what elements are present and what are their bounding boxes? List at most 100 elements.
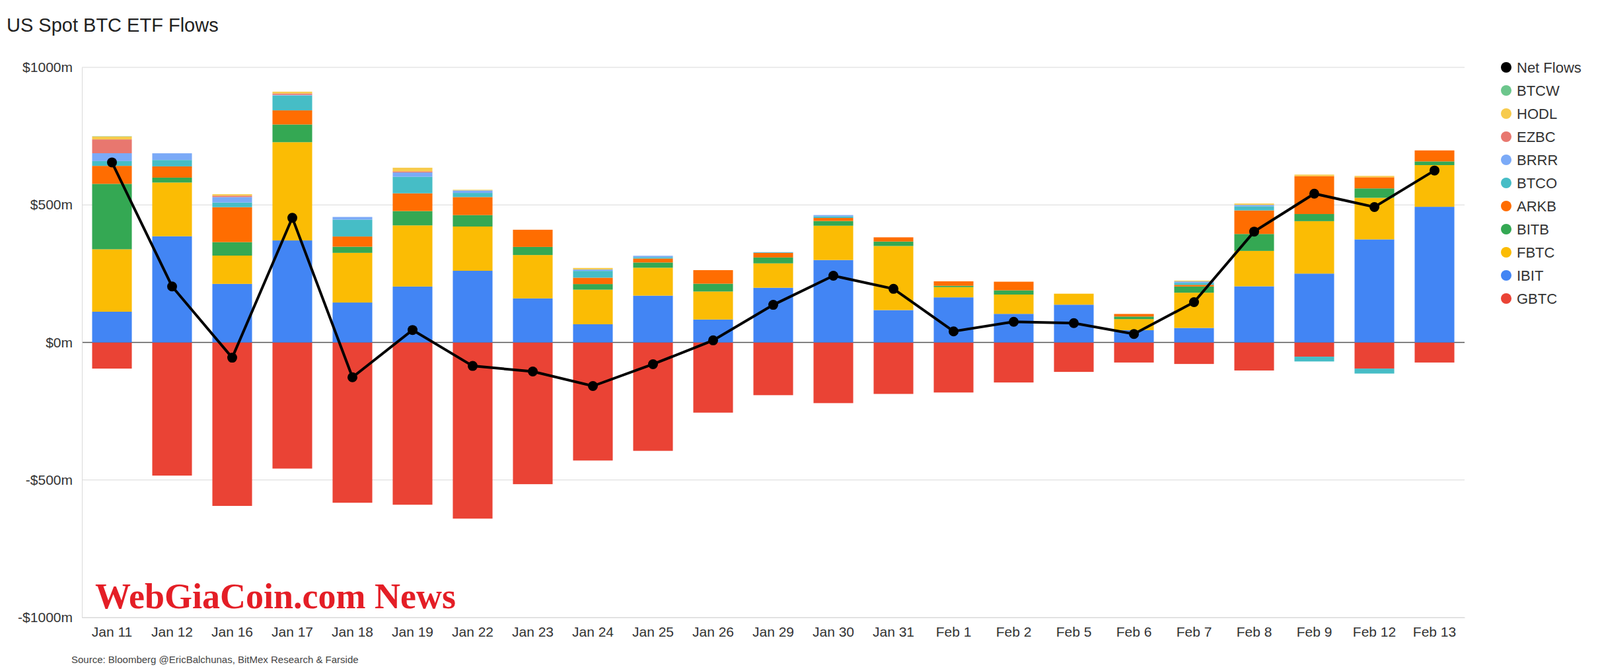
bar xyxy=(91,139,132,154)
legend-entry: BRRR xyxy=(1500,151,1558,169)
x-tick-label: Feb 9 xyxy=(1296,624,1333,640)
x-tick: Feb 7 xyxy=(1176,617,1213,640)
legend-swatch xyxy=(1500,293,1512,304)
bar xyxy=(692,291,733,320)
x-tick-label: Jan 23 xyxy=(511,624,554,640)
line-marker xyxy=(347,372,358,383)
bar xyxy=(873,237,913,242)
bar xyxy=(392,286,433,343)
legend-label: Net Flows xyxy=(1516,59,1582,76)
legend-swatch xyxy=(1500,154,1512,166)
x-tick: Jan 26 xyxy=(692,617,734,640)
bar xyxy=(1414,342,1455,343)
x-tick: Jan 17 xyxy=(271,617,314,640)
bar xyxy=(1113,313,1154,317)
bar xyxy=(1294,221,1334,274)
bar xyxy=(212,194,252,196)
x-tick: Feb 8 xyxy=(1236,617,1273,640)
bar xyxy=(813,215,853,217)
legend-label: BTCO xyxy=(1516,175,1558,192)
bar xyxy=(993,342,1034,384)
bar xyxy=(1113,342,1154,343)
bar xyxy=(1234,204,1274,207)
bar xyxy=(1234,342,1274,343)
bar xyxy=(1173,342,1214,343)
line-marker xyxy=(467,361,478,372)
bar xyxy=(392,172,433,178)
bar xyxy=(452,190,493,193)
bar xyxy=(1053,293,1094,306)
bar xyxy=(272,142,312,241)
x-tick: Jan 11 xyxy=(91,617,133,640)
bar xyxy=(753,263,793,289)
bar xyxy=(151,177,192,183)
x-tick: Feb 9 xyxy=(1296,617,1333,640)
legend: Net FlowsBTCWHODLEZBCBRRRBTCOARKBBITBFBT… xyxy=(1500,59,1582,308)
x-tick-label: Jan 29 xyxy=(752,624,795,640)
x-tick: Jan 16 xyxy=(211,617,254,640)
bar xyxy=(392,225,433,287)
x-tick: Jan 22 xyxy=(451,617,494,640)
bar xyxy=(572,270,613,278)
x-tick-label: Jan 24 xyxy=(572,624,614,640)
legend-label: GBTC xyxy=(1516,290,1558,308)
bar xyxy=(1113,319,1154,331)
bar xyxy=(1053,342,1094,343)
bar xyxy=(572,324,613,343)
line-marker xyxy=(527,366,538,377)
bar xyxy=(1053,342,1094,343)
bar xyxy=(151,342,192,343)
legend-label: BTCW xyxy=(1516,82,1560,100)
x-tick-label: Jan 22 xyxy=(451,624,494,640)
bar xyxy=(873,342,913,343)
x-tick: Jan 31 xyxy=(872,617,915,640)
line-marker xyxy=(648,359,658,370)
bar xyxy=(1173,328,1214,343)
bar xyxy=(813,221,853,226)
x-tick-label: Jan 11 xyxy=(91,624,133,640)
legend-swatch xyxy=(1500,62,1512,73)
bar xyxy=(1234,206,1274,211)
bar xyxy=(632,267,673,296)
bar xyxy=(1053,342,1094,343)
bar xyxy=(1294,342,1334,343)
bar-series xyxy=(91,342,1455,520)
legend-label: FBTC xyxy=(1516,244,1556,261)
bar xyxy=(1354,342,1394,343)
bar xyxy=(332,247,372,254)
legend-entry: HODL xyxy=(1500,105,1558,123)
line-marker xyxy=(167,281,178,292)
bar xyxy=(512,342,553,485)
line-marker xyxy=(227,352,238,363)
x-tick-label: Jan 16 xyxy=(211,624,254,640)
y-tick: $0m xyxy=(45,334,82,351)
x-tick-label: Feb 6 xyxy=(1116,624,1153,640)
bar xyxy=(212,196,252,203)
bar xyxy=(392,342,433,506)
x-tick: Jan 29 xyxy=(752,617,795,640)
bar xyxy=(1053,342,1094,373)
bar xyxy=(572,284,613,290)
bar xyxy=(873,245,913,310)
legend-label: BRRR xyxy=(1516,151,1558,169)
x-tick-label: Feb 12 xyxy=(1352,624,1396,640)
line-marker xyxy=(107,157,117,168)
bar xyxy=(452,270,493,343)
bar-series xyxy=(91,91,1394,282)
plot: -$1000m-$500m$0m$500m$1000mJan 11Jan 12J… xyxy=(17,59,1465,640)
chart: US Spot BTC ETF Flows-$1000m-$500m$0m$50… xyxy=(0,0,1600,671)
bar xyxy=(512,298,553,343)
bar xyxy=(813,342,853,343)
bar xyxy=(813,216,853,218)
bar xyxy=(692,284,733,292)
bar xyxy=(1294,214,1334,222)
bar xyxy=(813,260,853,343)
legend-swatch xyxy=(1500,247,1512,258)
x-tick: Jan 19 xyxy=(391,617,434,640)
bar xyxy=(1414,342,1455,343)
bar xyxy=(572,290,613,325)
bar xyxy=(933,281,974,287)
bar xyxy=(392,171,433,173)
bar xyxy=(212,255,252,285)
bar xyxy=(512,342,553,343)
